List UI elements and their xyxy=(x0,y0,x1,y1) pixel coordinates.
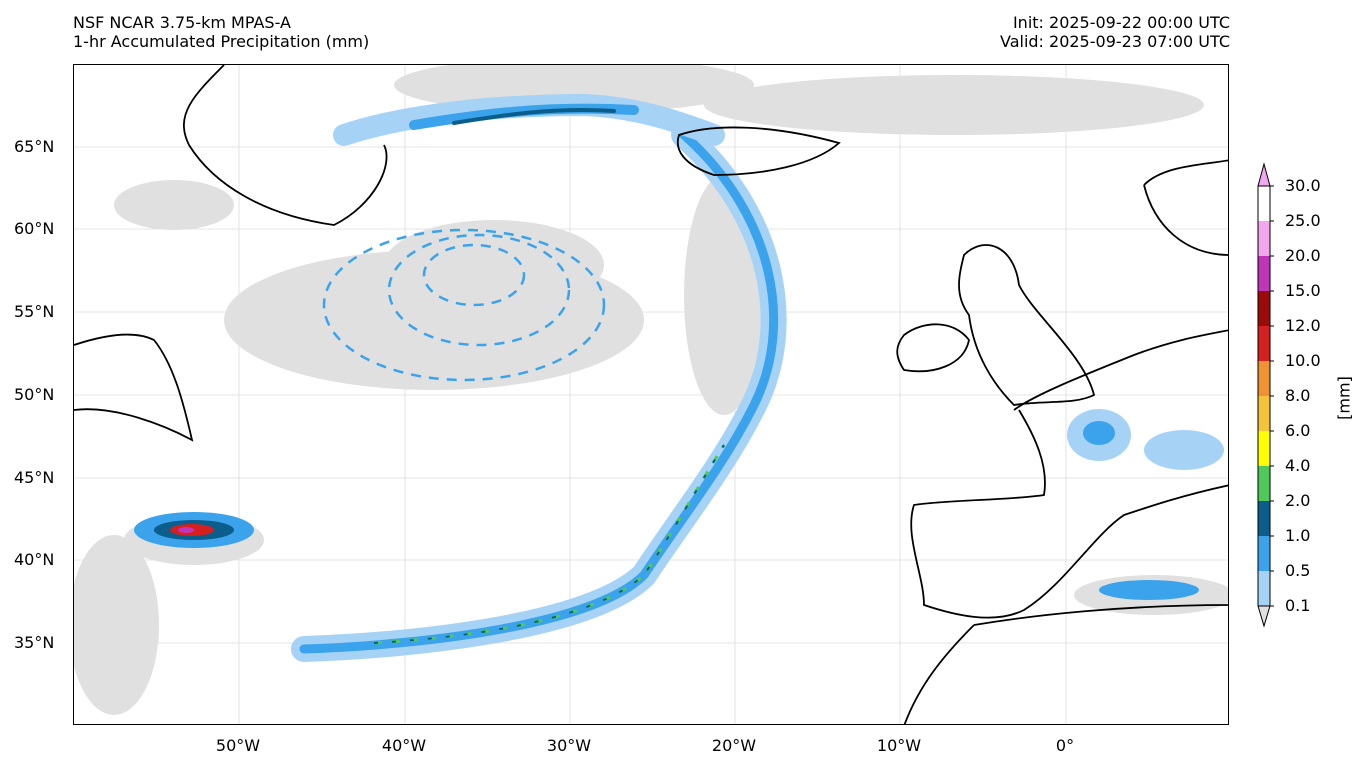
lat-label-50n: 50°N xyxy=(14,385,55,404)
lon-label-40w: 40°W xyxy=(381,736,427,755)
lon-label-0: 0° xyxy=(1055,736,1075,755)
alps-cell xyxy=(1144,430,1224,470)
precipitation-map xyxy=(74,65,1228,724)
front-band-core xyxy=(299,130,779,654)
valid-time: Valid: 2025-09-23 07:00 UTC xyxy=(999,32,1230,51)
france-iberia-coast xyxy=(910,409,1228,619)
ireland-coast xyxy=(896,323,970,373)
colorbar-segment xyxy=(1258,256,1270,291)
colorbar-level-label: 25.0 xyxy=(1285,211,1321,230)
greenland-band-core xyxy=(452,107,616,125)
colorbar-segment xyxy=(1258,361,1270,396)
colorbar-level-label: 20.0 xyxy=(1285,246,1321,265)
lon-label-50w: 50°W xyxy=(215,736,261,755)
colorbar-segment xyxy=(1258,291,1270,326)
med-cell xyxy=(1099,580,1199,600)
colorbar-segment xyxy=(1258,396,1270,431)
colorbar-extend-min xyxy=(1257,605,1271,628)
colorbar-level-label: 10.0 xyxy=(1285,351,1321,370)
colorbar-segment xyxy=(1258,571,1270,606)
coastlines xyxy=(74,65,1228,724)
lon-label-10w: 10°W xyxy=(876,736,922,755)
colorbar-level-label: 0.5 xyxy=(1285,561,1311,580)
title-block: NSF NCAR 3.75-km MPAS-A 1-hr Accumulated… xyxy=(73,13,369,51)
colorbar-segment xyxy=(1258,221,1270,256)
greenland-coast xyxy=(183,65,388,226)
precip-light-areas xyxy=(74,65,1228,715)
cyclone-spiral xyxy=(322,228,606,382)
colorbar-segment xyxy=(1258,431,1270,466)
colorbar-level-label: 8.0 xyxy=(1285,386,1311,405)
lat-label-35n: 35°N xyxy=(14,633,55,652)
lat-label-60n: 60°N xyxy=(14,219,55,238)
colorbar-segment xyxy=(1258,536,1270,571)
colorbar-extend-max xyxy=(1257,162,1271,187)
colorbar-segment xyxy=(1258,466,1270,501)
colorbar-level-label: 0.1 xyxy=(1285,596,1311,615)
lon-label-30w: 30°W xyxy=(546,736,592,755)
colorbar-level-label: 6.0 xyxy=(1285,421,1311,440)
west-storm-peak xyxy=(178,527,194,533)
lat-label-40n: 40°N xyxy=(14,550,55,569)
lon-label-20w: 20°W xyxy=(711,736,757,755)
biscay-cell-core xyxy=(1083,421,1115,445)
north-africa-coast xyxy=(903,604,1228,724)
colorbar-level-label: 4.0 xyxy=(1285,456,1311,475)
front-core-cells xyxy=(373,444,725,644)
graticule xyxy=(74,65,1228,724)
britain-coast xyxy=(958,244,1096,406)
iceland-coast xyxy=(676,126,841,176)
lat-label-65n: 65°N xyxy=(14,137,55,156)
colorbar-units: [mm] xyxy=(1334,376,1354,420)
colorbar-level-label: 2.0 xyxy=(1285,491,1311,510)
init-time: Init: 2025-09-22 00:00 UTC xyxy=(1012,13,1230,32)
colorbar xyxy=(1257,162,1274,628)
model-name: NSF NCAR 3.75-km MPAS-A xyxy=(73,13,291,32)
time-block: Init: 2025-09-22 00:00 UTC Valid: 2025-0… xyxy=(1000,13,1230,51)
newfoundland-coast xyxy=(74,333,194,442)
colorbar-level-label: 15.0 xyxy=(1285,281,1321,300)
colorbar-level-label: 30.0 xyxy=(1285,176,1321,195)
scandinavia-coast xyxy=(1143,159,1228,256)
colorbar-level-label: 1.0 xyxy=(1285,526,1311,545)
north-europe-coast xyxy=(1013,329,1228,411)
colorbar-segment xyxy=(1258,326,1270,361)
map-panel xyxy=(73,64,1229,725)
lat-label-55n: 55°N xyxy=(14,302,55,321)
colorbar-level-label: 12.0 xyxy=(1285,316,1321,335)
lat-label-45n: 45°N xyxy=(14,468,55,487)
colorbar-segment xyxy=(1258,501,1270,536)
field-name: 1-hr Accumulated Precipitation (mm) xyxy=(73,32,370,51)
